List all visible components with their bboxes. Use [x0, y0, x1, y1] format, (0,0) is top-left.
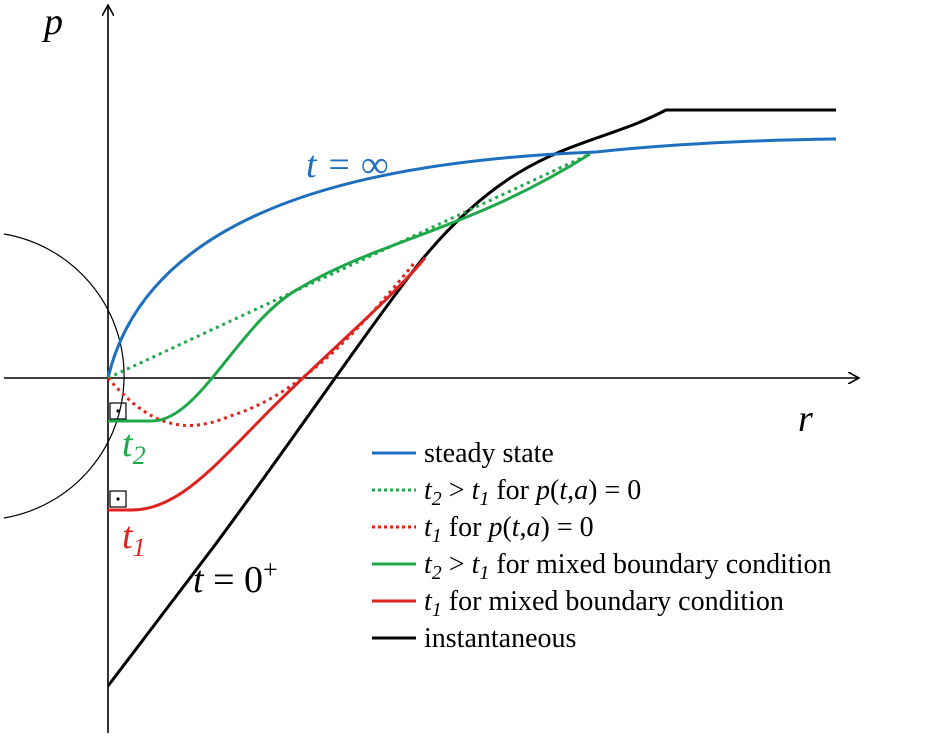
legend-label-instantaneous: instantaneous — [424, 623, 576, 654]
legend-label-steady: steady state — [424, 438, 554, 469]
t1-mixed-curve — [108, 257, 427, 512]
legend-item-instantaneous: instantaneous — [372, 623, 576, 654]
legend-label-t1-mixed: t1 for mixed boundary condition — [424, 586, 784, 621]
legend-item-steady: steady state — [372, 438, 554, 469]
legend-label-t1-dirichlet: t1 for p(t,a) = 0 — [424, 512, 594, 547]
legend-label-t2-dirichlet: t2 > t1 for p(t,a) = 0 — [424, 475, 641, 510]
r-axis-label: r — [798, 398, 813, 440]
t2-label: t2 — [122, 423, 146, 470]
t0-label: t = 0+ — [193, 555, 278, 601]
steady-state-curve — [106, 137, 837, 379]
steady-state-label: t = ∞ — [306, 144, 388, 186]
p-axis-label: p — [41, 1, 63, 43]
right-angle-marker-t1 — [109, 490, 127, 508]
t2-dirichlet-curve — [107, 152, 591, 380]
legend-item-t2-mixed: t2 > t1 for mixed boundary condition — [372, 549, 832, 584]
t1-label: t1 — [122, 515, 146, 562]
legend-item-t1-mixed: t1 for mixed boundary condition — [372, 586, 784, 621]
t2-mixed-curve — [108, 152, 591, 423]
legend-label-t2-mixed: t2 > t1 for mixed boundary condition — [424, 549, 832, 584]
right-angle-marker-t2 — [109, 402, 127, 420]
legend-item-t1-dirichlet: t1 for p(t,a) = 0 — [372, 512, 594, 547]
legend-item-t2-dirichlet: t2 > t1 for p(t,a) = 0 — [372, 475, 641, 510]
wellbore-circle — [3, 233, 125, 519]
